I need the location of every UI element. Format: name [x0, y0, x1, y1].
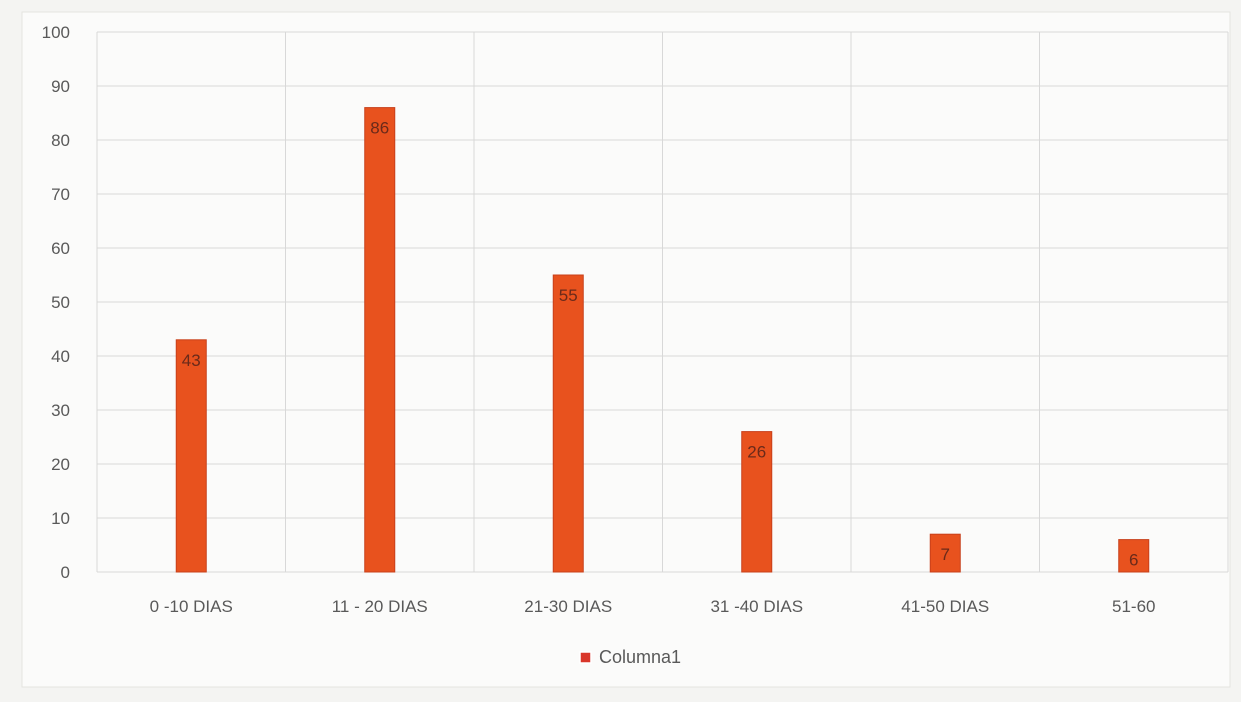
y-tick-label: 40: [51, 347, 70, 366]
data-label: 55: [559, 286, 578, 305]
y-tick-label: 100: [42, 23, 70, 42]
y-tick-label: 50: [51, 293, 70, 312]
bar: [1118, 539, 1150, 573]
y-tick-label: 90: [51, 77, 70, 96]
y-tick-label: 20: [51, 455, 70, 474]
bar: [364, 107, 396, 573]
y-tick-label: 30: [51, 401, 70, 420]
y-tick-label: 80: [51, 131, 70, 150]
data-label: 6: [1129, 551, 1138, 570]
legend-label: Columna1: [599, 647, 681, 667]
gridlines: [96, 31, 1229, 573]
x-tick-label: 21-30 DIAS: [524, 597, 612, 616]
bar: [929, 533, 961, 573]
y-tick-label: 10: [51, 509, 70, 528]
chart-frame: [21, 11, 1231, 688]
x-tick-label: 41-50 DIAS: [901, 597, 989, 616]
x-axis-tick-labels: 0 -10 DIAS 11 - 20 DIAS 21-30 DIAS 31 -40 D…: [150, 597, 1156, 616]
x-tick-label: 51-60: [1112, 597, 1155, 616]
x-tick-label: 0 -10 DIAS: [150, 597, 233, 616]
y-tick-label: 60: [51, 239, 70, 258]
bar: [741, 431, 773, 573]
bar: [552, 274, 584, 573]
y-axis-tick-labels: 0 10 20 30 40 50 60 70 80 90 100: [42, 23, 70, 582]
data-label: 43: [182, 351, 201, 370]
data-label: 7: [941, 545, 950, 564]
x-tick-label: 11 - 20 DIAS: [332, 597, 428, 616]
data-labels: 43 86 55 26 7 6: [182, 119, 1139, 570]
y-tick-label: 70: [51, 185, 70, 204]
bars: [175, 107, 1150, 573]
legend-swatch: [579, 651, 592, 664]
data-label: 26: [747, 443, 766, 462]
y-tick-label: 0: [61, 563, 70, 582]
data-label: 86: [370, 119, 389, 138]
x-tick-label: 31 -40 DIAS: [710, 597, 803, 616]
legend: Columna1: [579, 647, 681, 667]
bar: [175, 339, 207, 573]
